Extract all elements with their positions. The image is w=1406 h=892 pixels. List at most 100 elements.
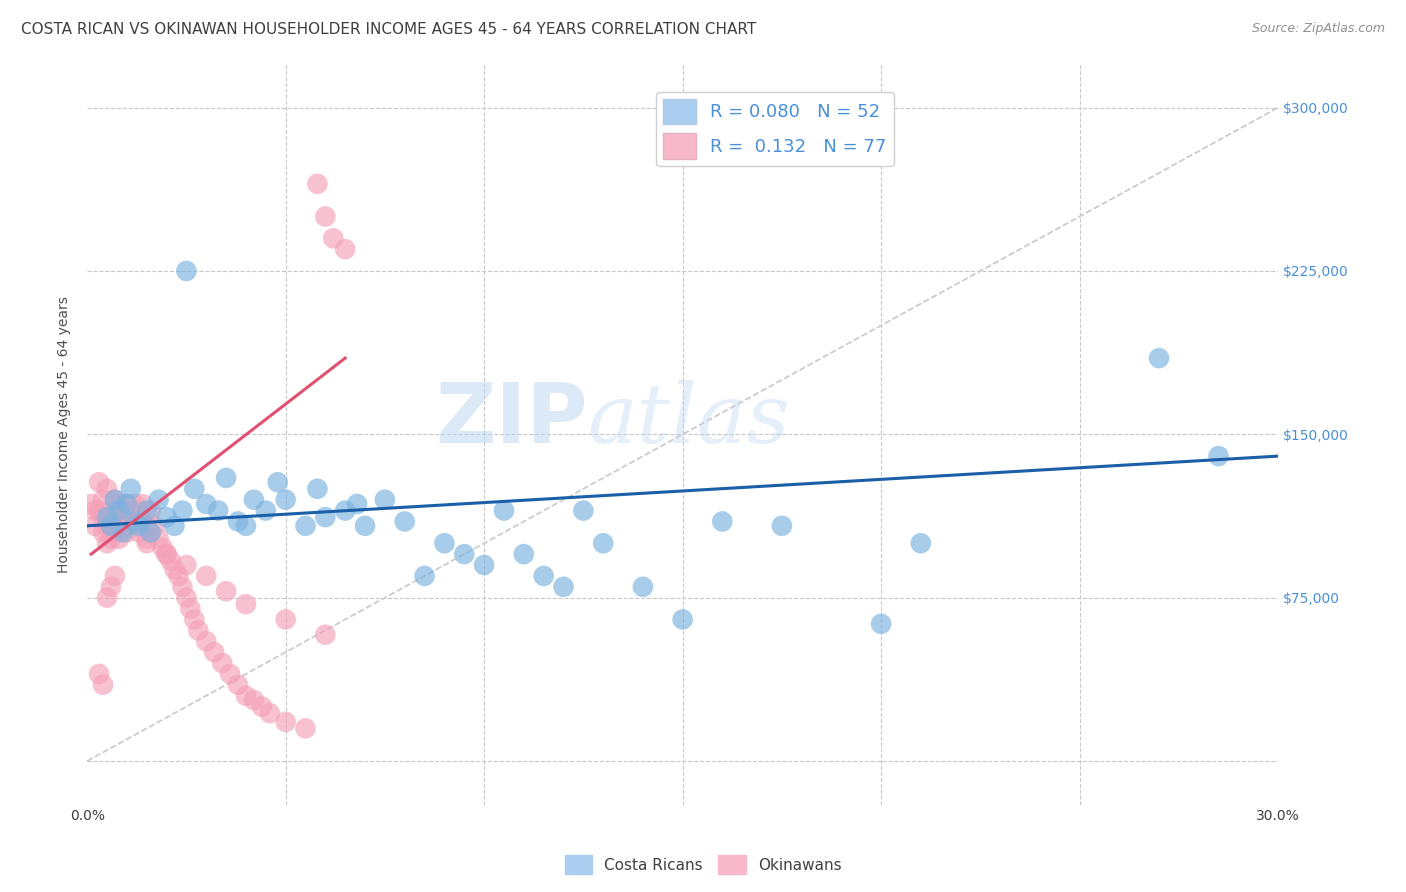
Point (100, 503, 122, 517)
Point (87, 475, 110, 490)
Point (631, 580, 654, 594)
Point (179, 601, 201, 615)
Point (167, 569, 190, 583)
Point (104, 492, 127, 507)
Point (87, 667, 110, 681)
Point (163, 562, 186, 576)
Point (120, 503, 142, 517)
Point (1147, 351, 1170, 365)
Point (87, 503, 110, 517)
Point (513, 547, 536, 561)
Point (870, 616, 893, 631)
Point (115, 497, 138, 511)
Point (183, 482, 205, 496)
Point (314, 210, 336, 224)
Point (115, 525, 138, 540)
Point (111, 525, 134, 540)
Point (120, 482, 142, 496)
Point (346, 497, 368, 511)
Point (243, 693, 266, 707)
Point (711, 515, 734, 529)
Point (163, 518, 186, 533)
Point (172, 580, 194, 594)
Point (492, 503, 515, 517)
Point (274, 492, 297, 507)
Point (104, 492, 127, 507)
Point (219, 667, 242, 681)
Point (215, 471, 238, 485)
Point (100, 532, 122, 546)
Point (770, 518, 793, 533)
Point (195, 569, 218, 583)
Point (294, 518, 316, 533)
Point (124, 515, 146, 529)
Point (111, 518, 134, 533)
Point (80, 497, 103, 511)
Point (132, 515, 155, 529)
Point (139, 525, 162, 540)
Point (128, 525, 150, 540)
Point (108, 532, 131, 546)
Point (394, 515, 416, 529)
Point (307, 482, 329, 496)
Point (354, 518, 377, 533)
Point (91, 492, 114, 507)
Text: COSTA RICAN VS OKINAWAN HOUSEHOLDER INCOME AGES 45 - 64 YEARS CORRELATION CHART: COSTA RICAN VS OKINAWAN HOUSEHOLDER INCO… (21, 22, 756, 37)
Point (267, 475, 290, 490)
Point (413, 569, 436, 583)
Point (243, 492, 266, 507)
Point (132, 497, 155, 511)
Point (96, 518, 118, 533)
Point (672, 612, 695, 626)
Point (108, 515, 131, 529)
Point (322, 231, 344, 245)
Point (104, 525, 127, 540)
Point (453, 547, 475, 561)
Point (108, 497, 131, 511)
Point (433, 536, 456, 550)
Point (172, 503, 194, 517)
Point (274, 612, 297, 626)
Point (148, 532, 170, 546)
Text: atlas: atlas (588, 379, 790, 459)
Point (195, 634, 218, 648)
Point (148, 492, 170, 507)
Point (91, 510, 114, 524)
Point (139, 503, 162, 517)
Point (195, 497, 218, 511)
Point (254, 503, 277, 517)
Point (1208, 449, 1230, 463)
Point (104, 569, 127, 583)
Point (176, 264, 198, 278)
Point (235, 518, 257, 533)
Legend: R = 0.080   N = 52, R =  0.132   N = 77: R = 0.080 N = 52, R = 0.132 N = 77 (657, 92, 894, 166)
Point (91, 525, 114, 540)
Point (533, 569, 555, 583)
Point (910, 536, 932, 550)
Point (553, 580, 575, 594)
Point (115, 497, 138, 511)
Point (274, 714, 297, 729)
Point (96, 482, 118, 496)
Point (96, 591, 118, 605)
Point (128, 503, 150, 517)
Point (135, 536, 157, 550)
Point (314, 628, 336, 642)
Point (235, 689, 257, 703)
Text: ZIP: ZIP (434, 379, 588, 460)
Point (335, 242, 357, 256)
Point (307, 177, 329, 191)
Point (592, 536, 614, 550)
Point (100, 518, 122, 533)
Point (314, 510, 336, 524)
Point (96, 536, 118, 550)
Point (100, 518, 122, 533)
Point (91, 678, 114, 692)
Point (250, 699, 273, 714)
Point (155, 547, 177, 561)
Point (235, 597, 257, 611)
Point (226, 678, 249, 692)
Point (135, 518, 157, 533)
Point (135, 503, 157, 517)
Point (84, 518, 107, 533)
